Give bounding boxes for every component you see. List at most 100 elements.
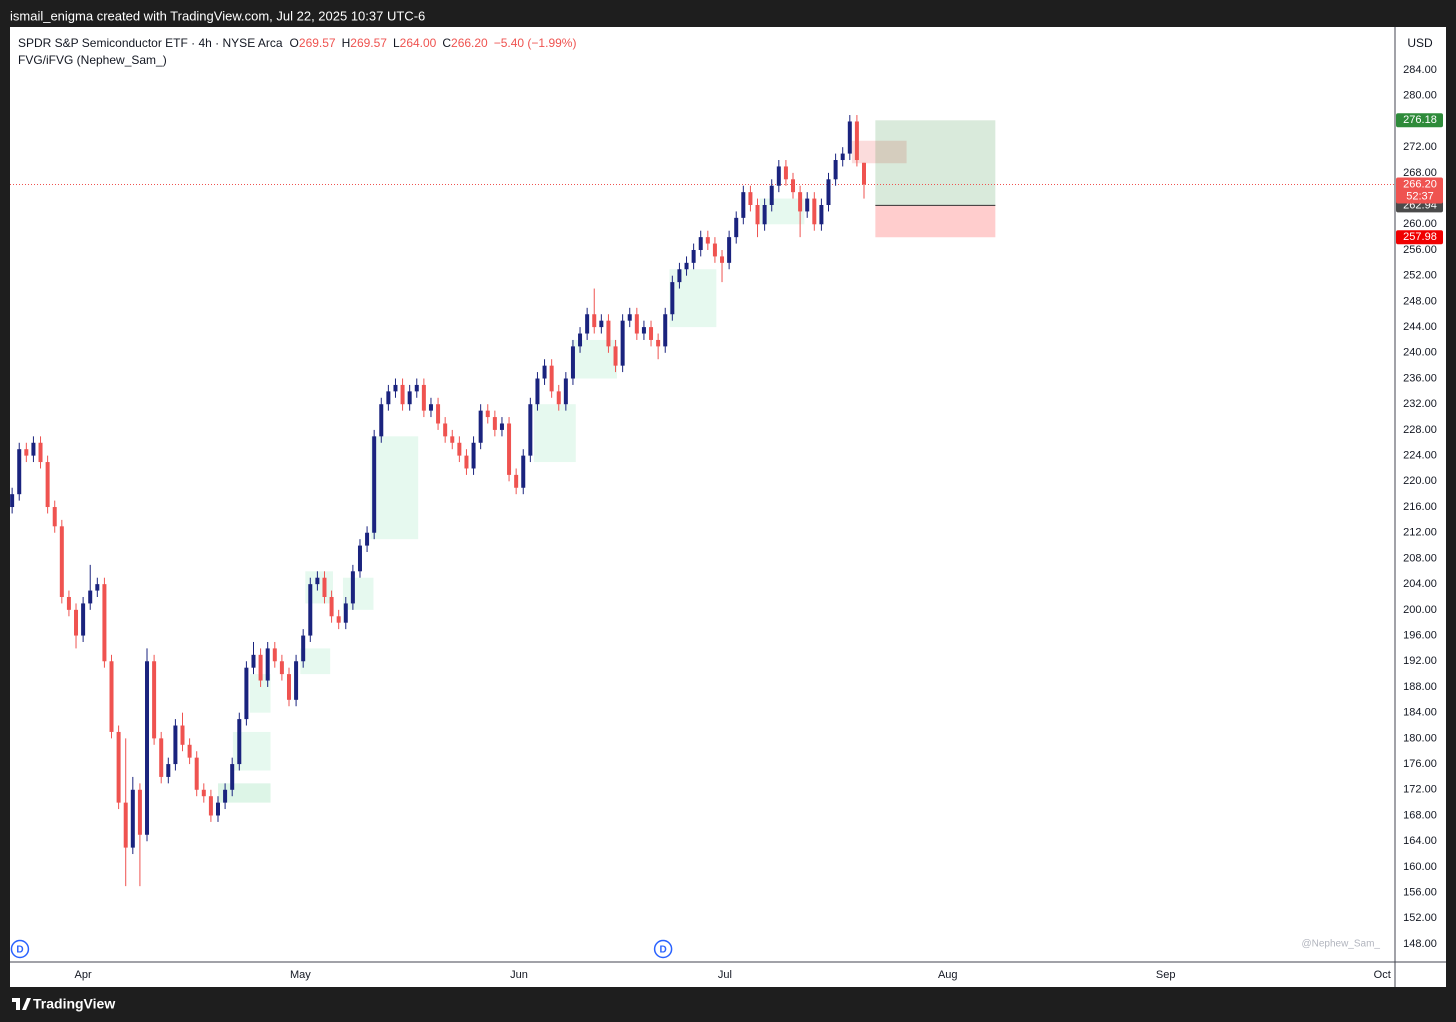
candle-body [634, 314, 639, 334]
candle-body [180, 725, 185, 745]
candle-body [74, 609, 79, 636]
candle-body [59, 526, 64, 597]
candle-body [95, 584, 100, 591]
candle-body [159, 738, 164, 777]
x-tick-label: Aug [938, 969, 958, 981]
candle-body [862, 162, 867, 185]
candle-body [187, 744, 192, 758]
ohlc-value: 269.57 [350, 36, 387, 50]
candle-body [343, 603, 348, 623]
candle-body [727, 237, 732, 263]
candle-body [365, 532, 370, 546]
last-price-label-box [1396, 177, 1443, 204]
candle-body [379, 404, 384, 437]
countdown: 52:37 [1406, 190, 1434, 202]
candle-body [102, 584, 107, 662]
candle-body [372, 436, 377, 533]
y-tick-label: 208.00 [1403, 552, 1437, 564]
y-tick-label: 240.00 [1403, 347, 1437, 359]
y-tick-label: 220.00 [1403, 475, 1437, 487]
candle-body [514, 474, 519, 488]
candle-body [436, 404, 441, 424]
candle-body [542, 365, 547, 379]
candle-body [166, 764, 171, 777]
candle-body [677, 269, 682, 283]
candle-body [592, 314, 597, 328]
y-tick-label: 184.00 [1403, 707, 1437, 719]
y-tick-label: 236.00 [1403, 372, 1437, 384]
x-tick-label: Apr [75, 969, 92, 981]
candle-body [457, 442, 462, 456]
y-tick-label: 172.00 [1403, 784, 1437, 796]
candle-body [471, 442, 476, 469]
candle-body [521, 455, 526, 488]
candle-body [322, 577, 327, 597]
y-tick-label: 156.00 [1403, 887, 1437, 899]
y-tick-label: 204.00 [1403, 578, 1437, 590]
candle-body [286, 674, 291, 700]
y-tick-label: 168.00 [1403, 809, 1437, 821]
candle-body [720, 256, 725, 263]
y-tick-label: 212.00 [1403, 527, 1437, 539]
y-tick-label: 272.00 [1403, 141, 1437, 153]
x-tick-label: Jun [510, 969, 528, 981]
target-price-label-box [1396, 113, 1443, 128]
y-tick-label: 160.00 [1403, 861, 1437, 873]
fvg-zone [342, 577, 374, 610]
candle-body [641, 327, 646, 334]
candle-body [109, 661, 114, 732]
fvg-zone [533, 404, 576, 463]
dividend-marker [10, 939, 30, 959]
stop-price-label-box [1396, 230, 1443, 245]
y-tick-label: 256.00 [1403, 244, 1437, 256]
y-tick-label: 180.00 [1403, 732, 1437, 744]
fvg-zone [300, 648, 331, 675]
candle-body [663, 314, 668, 347]
candle-body [755, 205, 760, 225]
candle-body [301, 635, 306, 662]
candle-body [244, 667, 249, 720]
candle-body [492, 417, 497, 430]
candle-body [10, 494, 15, 508]
candle-body [145, 661, 150, 835]
ohlc-key: H [342, 36, 351, 50]
y-tick-label: 216.00 [1403, 501, 1437, 513]
candle-body [443, 423, 448, 437]
candle-body [81, 603, 86, 636]
x-tick-label: May [290, 969, 311, 981]
y-tick-label: 244.00 [1403, 321, 1437, 333]
candle-body [833, 160, 838, 180]
candle-body [357, 545, 362, 572]
candle-body [812, 198, 817, 225]
y-tick-label: 252.00 [1403, 270, 1437, 282]
candle-body [563, 378, 568, 405]
ohlc-key: C [442, 36, 451, 50]
y-tick-label: 200.00 [1403, 604, 1437, 616]
candle-body [407, 391, 412, 405]
ohlc-key: L [393, 36, 400, 50]
candle-body [329, 596, 334, 617]
candle-body [17, 449, 22, 495]
candle-body [769, 185, 774, 206]
candle-body [208, 796, 213, 816]
position-target-zone [875, 120, 996, 206]
y-tick-label: 232.00 [1403, 398, 1437, 410]
candle-body [606, 320, 611, 347]
candle-body [464, 455, 469, 469]
dividend-label: D [659, 945, 666, 956]
candle-body [52, 507, 57, 527]
candle-body [854, 121, 859, 161]
candle-body [38, 442, 43, 463]
candle-body [748, 192, 753, 206]
y-tick-label: 164.00 [1403, 835, 1437, 847]
candle-body [684, 262, 689, 270]
candle-body [499, 423, 504, 430]
candle-body [400, 384, 405, 405]
y-tick-label: 196.00 [1403, 629, 1437, 641]
candle-body [485, 410, 490, 418]
y-tick-label: 248.00 [1403, 295, 1437, 307]
legend-change: −5.40 (−1.99%) [494, 36, 577, 50]
y-tick-label: 188.00 [1403, 681, 1437, 693]
dividend-marker [653, 939, 673, 959]
